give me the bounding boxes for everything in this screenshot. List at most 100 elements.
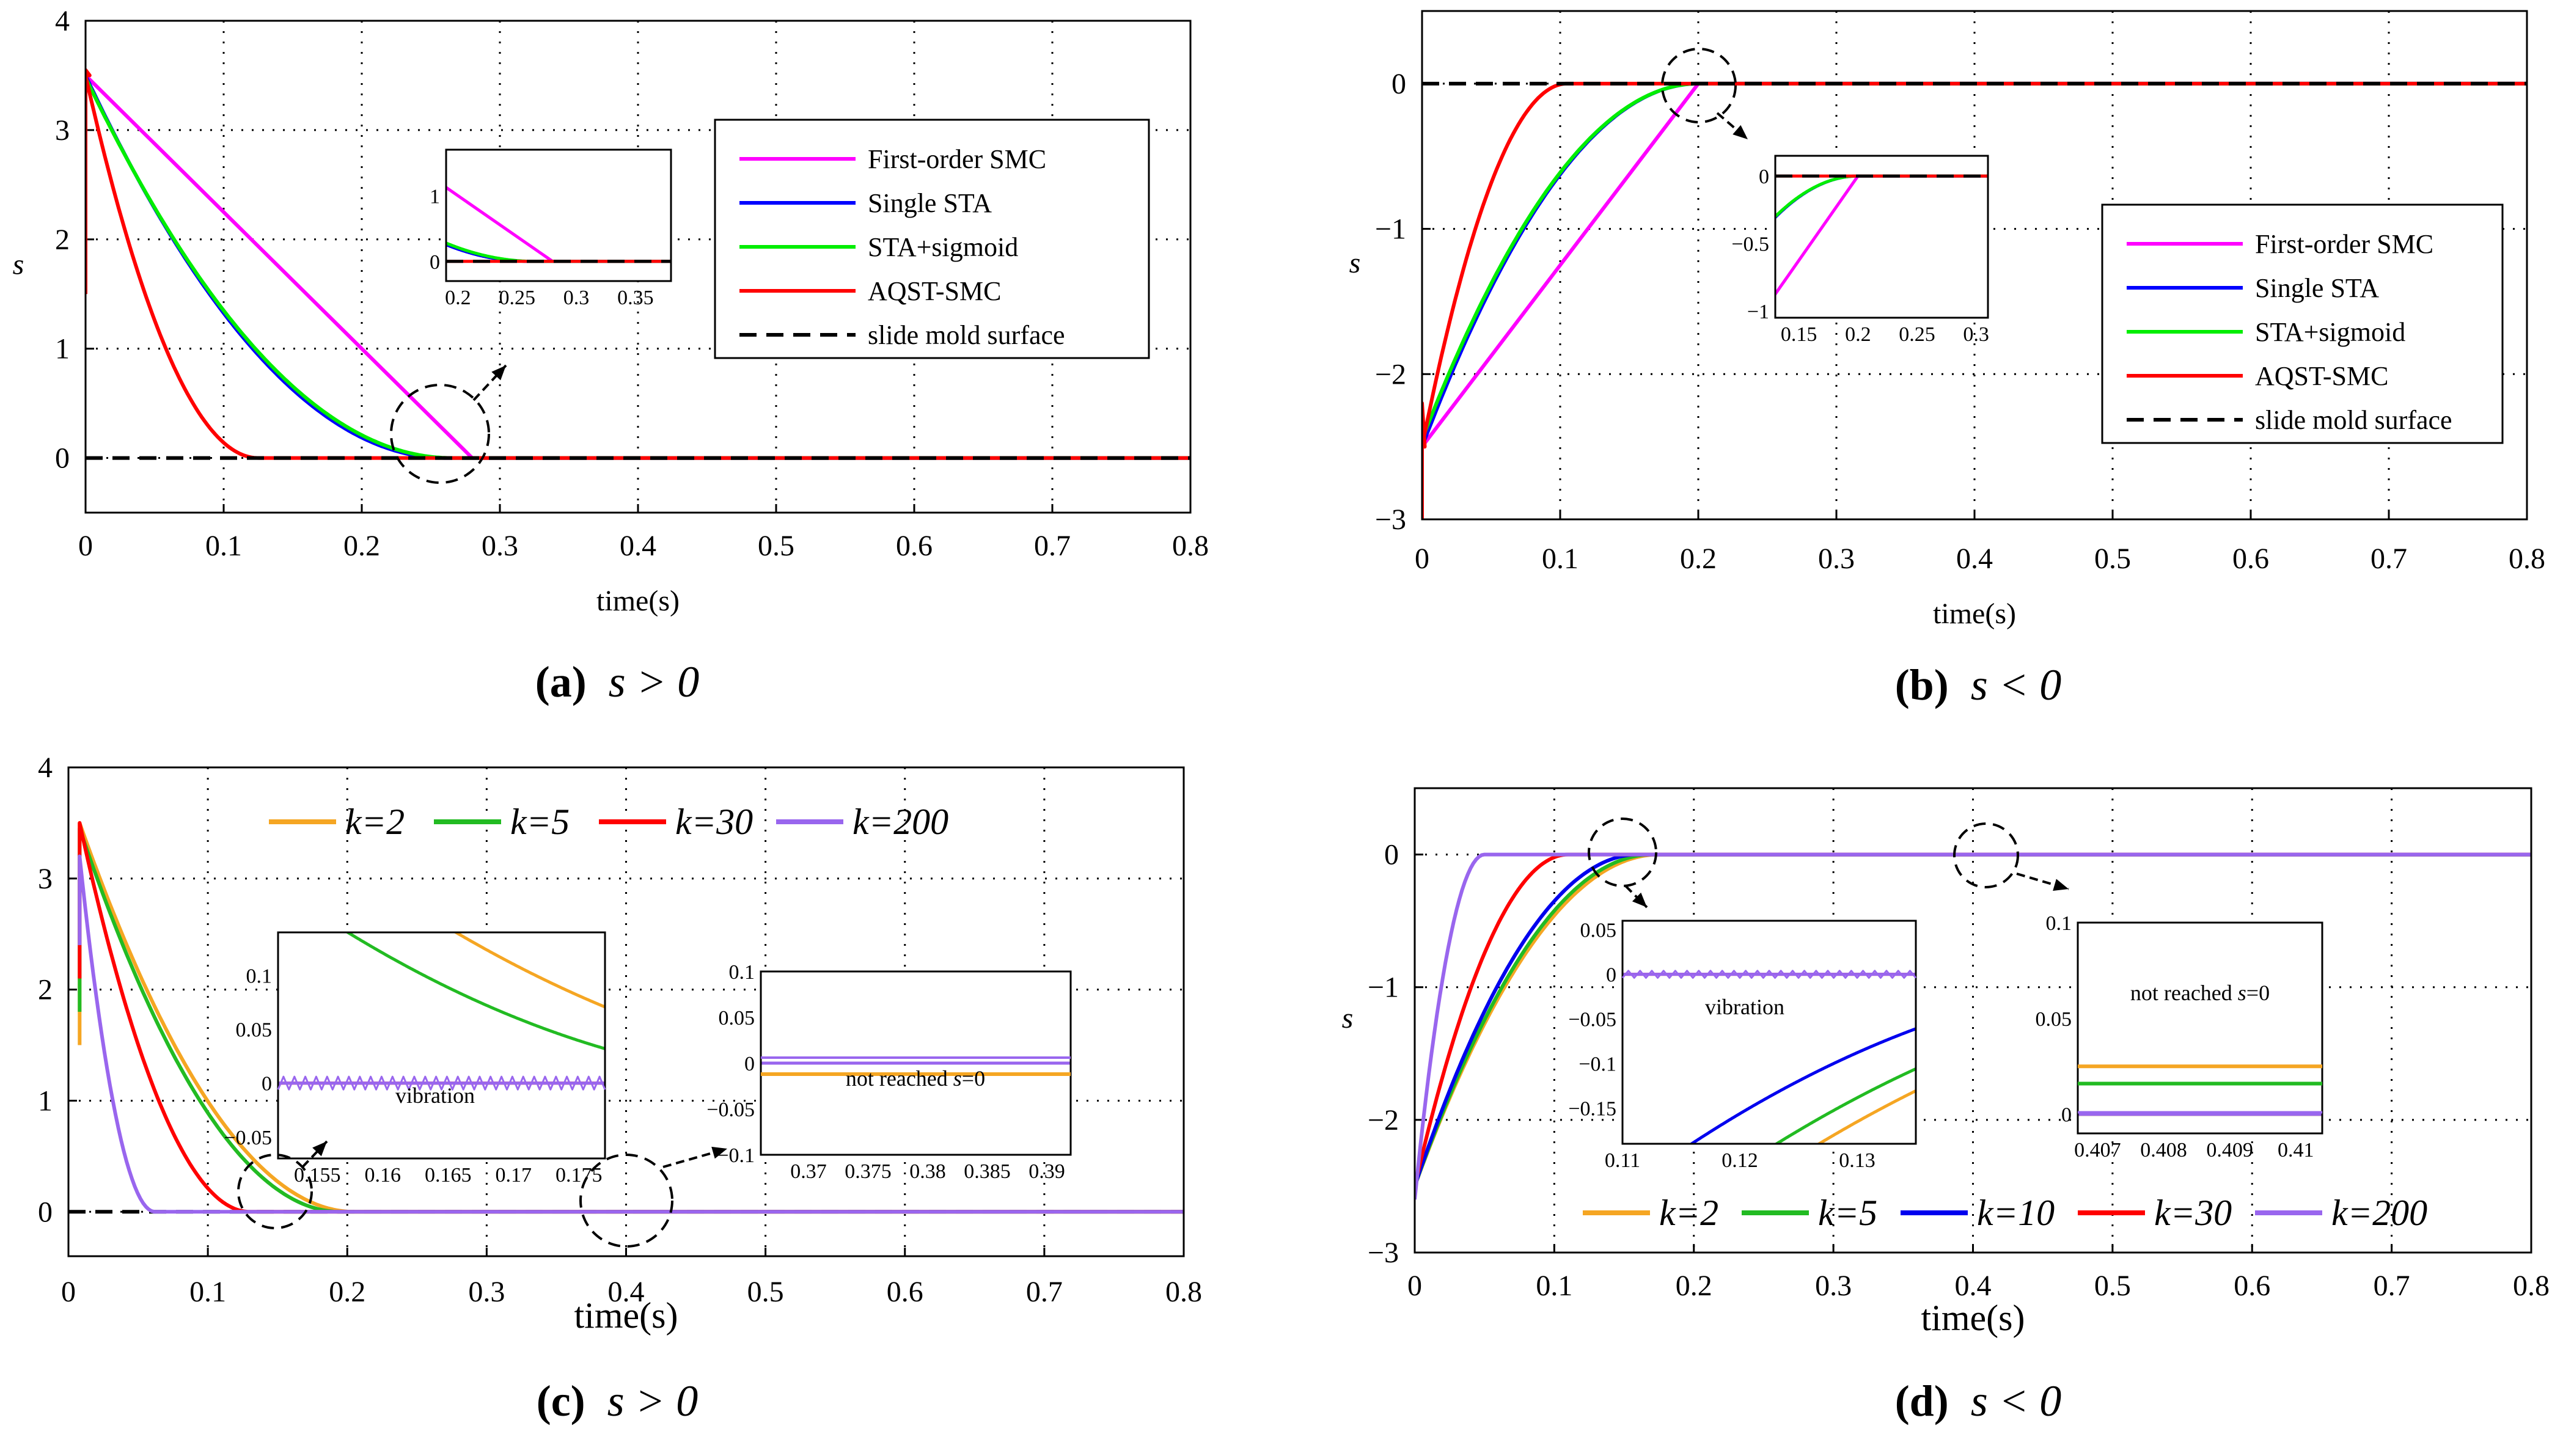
inset-y-tick-label: 0.05 [2036,1008,2072,1031]
x-tick-label: 0 [1415,543,1429,575]
inset-y-tick-label: −0.15 [1568,1098,1616,1121]
inset-x-tick-label: 0.407 [2074,1139,2121,1162]
caption-condition: s < 0 [1960,1377,2062,1425]
y-tick-label: 2 [55,224,70,256]
inset-x-tick-label: 0.25 [499,287,535,309]
inset-y-tick-label: 0.1 [2046,912,2072,935]
inset-x-tick-label: 0.41 [2278,1139,2314,1162]
x-tick-label: 0.7 [1026,1276,1063,1308]
inset: 0.2 0.25 0.3 0.35 0 1 [430,148,672,309]
axes-frame [1421,10,2528,521]
x-tick-label: 0.5 [758,530,794,562]
inset: 0.37 0.375 0.38 0.385 0.39 −0.1 −0.05 0 0.05 0.1 [706,961,1072,1183]
inset-x-tick-label: 0.155 [294,1164,341,1187]
legend-label: Single STA [868,188,992,218]
inset-area [1623,921,1916,1144]
legend-label: STA+sigmoid [2255,317,2405,347]
inset-area [278,932,605,1158]
legend-label: STA+sigmoid [868,232,1018,262]
legend-label: slide mold surface [2255,405,2452,435]
y-tick-label: 3 [38,863,53,895]
y-tick-label: −1 [1368,971,1399,1004]
vibration-squiggle [277,1075,606,1091]
x-tick-label: 0.8 [1165,1276,1202,1308]
inset-y-tick-label: −0.5 [1731,233,1769,256]
x-axis-label: time(s) [574,1295,678,1336]
legend-label: AQST-SMC [2255,361,2388,391]
legend-label: k=30 [2154,1193,2232,1233]
legend-label: k=2 [1659,1193,1718,1233]
x-tick-label: 0.5 [2094,543,2131,575]
zoom-circle [237,1154,313,1229]
legend-label: k=5 [1818,1193,1877,1233]
x-tick-label: 0.7 [2370,543,2407,575]
x-tick-label: 0.3 [482,530,518,562]
note-prefix: not reached [846,1066,953,1091]
zoom-arrowhead [711,1146,727,1159]
inset-x-tick-label: 0.16 [364,1164,401,1187]
x-tick-label: 0.8 [2513,1270,2550,1302]
x-tick-label: 0 [78,530,93,562]
zoom-circle [390,384,490,484]
y-tick-label: 3 [55,114,70,147]
x-tick-label: 0.4 [608,1276,645,1308]
zoom-arrowhead [312,1141,327,1157]
y-tick-label: 4 [55,5,70,37]
inset-y-tick-label: 0 [430,251,440,274]
legend-label: k=5 [510,802,570,842]
legend-label: k=200 [853,802,948,842]
y-tick-label: −3 [1368,1237,1399,1269]
y-tick-label: 4 [38,752,53,784]
x-tick-label: 0.4 [1956,543,1993,575]
inset-x-tick-label: 0.12 [1722,1149,1758,1172]
inset-y-tick-label: 0 [744,1053,755,1075]
inset-y-tick-label: −0.05 [1568,1009,1616,1031]
x-tick-label: 0.6 [896,530,933,562]
inset-x-tick-label: 0.13 [1839,1149,1876,1172]
inset-y-tick-label: 0.1 [246,965,273,987]
caption-c: (c) s > 0 [537,1377,698,1425]
caption-condition: s > 0 [596,1377,698,1425]
x-tick-label: 0.2 [343,530,380,562]
x-tick-label: 0.3 [1818,543,1855,575]
inset-x-tick-label: 0.375 [845,1160,892,1183]
legend-label: k=10 [1977,1193,2055,1233]
inset-note: not reached s=0 [846,1066,985,1091]
inset-y-tick-label: −0.05 [224,1127,272,1149]
x-tick-label: 0.7 [1034,530,1071,562]
note-suffix: =0 [2246,981,2270,1005]
x-tick-label: 0.1 [1536,1270,1572,1302]
inset-y-tick-label: 0 [2061,1104,2072,1127]
axes-frame [84,20,1192,514]
y-tick-label: 0 [55,442,70,475]
y-tick-label: −2 [1368,1104,1399,1136]
caption-a: (a) s > 0 [535,657,700,706]
x-tick-label: 0.4 [1955,1270,1992,1302]
inset-series-line [1773,1067,1916,1144]
legend-label: k=30 [675,802,753,842]
y-tick-label: −3 [1375,503,1406,536]
zoom-arrowhead [491,365,506,381]
inset-y-tick-label: 0 [1759,166,1769,188]
zoom-arrowhead [1632,892,1647,907]
axes-a: 0 0.1 0.2 0.3 0.4 0.5 0.6 0.7 0.8 0 1 2 3 4 time(s) s Fi… [13,5,1209,617]
y-axis-label: s [1349,247,1361,279]
inset-area [1775,156,1988,318]
inset-series-line [1816,1089,1916,1144]
y-tick-label: 0 [1392,68,1406,100]
inset-series-line [453,932,605,1009]
x-axis-label: time(s) [1933,598,2016,630]
x-tick-label: 0.8 [2509,543,2545,575]
inset-y-tick-label: 0.1 [729,961,755,984]
series-line [78,854,1184,1214]
y-tick-label: 2 [38,974,53,1006]
axes-d: 0 0.1 0.2 0.3 0.4 0.5 0.6 0.7 0.8 −3 −2 −1 0 time(s) s… [1342,787,2550,1338]
inset-x-tick-label: 0.165 [425,1164,472,1187]
inset: 0.11 0.12 0.13 −0.15 −0.1 −0.05 0 0.05 [1568,920,1917,1172]
y-tick-label: 1 [38,1085,53,1117]
inset-x-tick-label: 0.37 [790,1160,827,1183]
axes-b: 0 0.1 0.2 0.3 0.4 0.5 0.6 0.7 0.8 −3 −2 −1 0 time(s) s… [1349,10,2545,630]
x-tick-label: 0.8 [1172,530,1209,562]
